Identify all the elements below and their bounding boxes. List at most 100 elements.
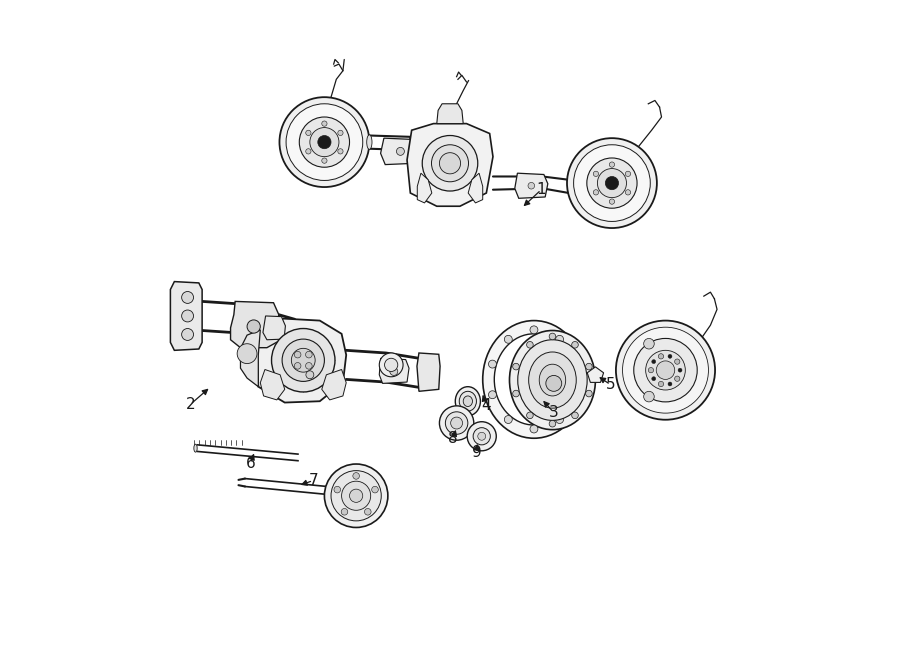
Circle shape: [609, 199, 615, 204]
Circle shape: [282, 339, 324, 381]
Circle shape: [451, 417, 463, 429]
Ellipse shape: [528, 352, 576, 408]
Circle shape: [668, 382, 672, 386]
Circle shape: [528, 182, 535, 189]
Circle shape: [616, 321, 716, 420]
Circle shape: [286, 104, 363, 180]
Text: 9: 9: [472, 446, 482, 460]
Ellipse shape: [194, 444, 197, 452]
Circle shape: [473, 428, 491, 445]
Circle shape: [379, 353, 403, 377]
Circle shape: [280, 97, 369, 187]
Circle shape: [238, 344, 257, 364]
Circle shape: [306, 362, 312, 369]
Polygon shape: [625, 323, 669, 418]
Polygon shape: [407, 124, 493, 206]
Circle shape: [397, 147, 404, 155]
Circle shape: [658, 354, 663, 359]
Circle shape: [648, 368, 653, 373]
Polygon shape: [263, 316, 285, 340]
Ellipse shape: [494, 334, 573, 425]
Ellipse shape: [539, 364, 566, 396]
Polygon shape: [379, 358, 409, 383]
Polygon shape: [515, 173, 548, 198]
Circle shape: [678, 368, 682, 372]
Circle shape: [334, 486, 340, 493]
Circle shape: [645, 350, 685, 390]
Text: 7: 7: [309, 473, 318, 488]
Circle shape: [644, 391, 654, 402]
Polygon shape: [436, 104, 464, 124]
Circle shape: [306, 149, 311, 154]
Circle shape: [656, 361, 675, 379]
Circle shape: [338, 130, 343, 136]
Circle shape: [322, 158, 327, 163]
Ellipse shape: [455, 387, 481, 416]
Circle shape: [324, 464, 388, 527]
Circle shape: [182, 329, 194, 340]
Polygon shape: [257, 319, 346, 403]
Circle shape: [526, 412, 533, 418]
Ellipse shape: [464, 396, 472, 407]
Text: 5: 5: [606, 377, 616, 392]
Ellipse shape: [509, 330, 596, 430]
Circle shape: [364, 508, 371, 515]
Text: 8: 8: [448, 431, 458, 446]
Circle shape: [342, 481, 371, 510]
Circle shape: [586, 390, 592, 397]
Circle shape: [626, 171, 631, 176]
Circle shape: [292, 348, 315, 372]
Circle shape: [555, 335, 563, 343]
Circle shape: [652, 360, 656, 364]
Text: 3: 3: [549, 405, 559, 420]
Polygon shape: [260, 369, 284, 400]
Circle shape: [322, 121, 327, 126]
Circle shape: [626, 190, 631, 195]
Circle shape: [573, 145, 651, 221]
Circle shape: [318, 136, 331, 149]
Polygon shape: [417, 353, 440, 391]
Ellipse shape: [518, 340, 587, 420]
Circle shape: [623, 327, 708, 413]
Circle shape: [478, 432, 486, 440]
Circle shape: [606, 176, 618, 190]
Circle shape: [586, 364, 592, 370]
Circle shape: [306, 352, 312, 358]
Circle shape: [593, 171, 598, 176]
Circle shape: [489, 391, 497, 399]
Circle shape: [341, 508, 347, 515]
Circle shape: [504, 335, 512, 343]
Circle shape: [549, 420, 556, 427]
Circle shape: [248, 320, 260, 333]
Circle shape: [372, 486, 378, 493]
Polygon shape: [170, 282, 202, 350]
Text: 1: 1: [536, 182, 546, 197]
Circle shape: [467, 422, 496, 451]
Circle shape: [439, 406, 473, 440]
Ellipse shape: [459, 391, 476, 411]
Polygon shape: [322, 369, 346, 400]
Ellipse shape: [366, 135, 372, 149]
Circle shape: [609, 162, 615, 167]
Polygon shape: [468, 173, 482, 203]
Polygon shape: [587, 367, 604, 383]
Circle shape: [513, 390, 519, 397]
Circle shape: [349, 489, 363, 502]
Circle shape: [593, 190, 598, 195]
Circle shape: [572, 342, 579, 348]
Circle shape: [549, 333, 556, 340]
Circle shape: [446, 412, 468, 434]
Polygon shape: [240, 330, 260, 387]
Circle shape: [182, 310, 194, 322]
Circle shape: [530, 425, 538, 433]
Circle shape: [634, 338, 698, 402]
Circle shape: [306, 371, 314, 379]
Circle shape: [294, 362, 301, 369]
Circle shape: [294, 352, 301, 358]
Circle shape: [567, 138, 657, 228]
Circle shape: [658, 381, 663, 387]
Circle shape: [555, 416, 563, 424]
Text: 2: 2: [185, 397, 195, 412]
Ellipse shape: [482, 321, 585, 438]
Polygon shape: [418, 173, 432, 203]
